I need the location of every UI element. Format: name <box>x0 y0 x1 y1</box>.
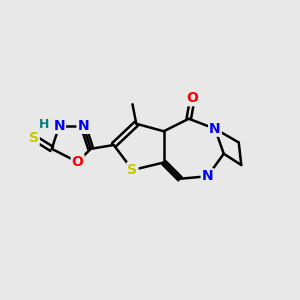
Text: H: H <box>39 118 50 131</box>
Text: S: S <box>128 163 137 177</box>
Text: O: O <box>187 91 198 105</box>
Text: S: S <box>29 130 39 145</box>
Text: N: N <box>209 122 221 136</box>
Text: N: N <box>77 119 89 133</box>
Text: N: N <box>53 119 65 133</box>
Text: N: N <box>202 169 213 183</box>
Text: O: O <box>72 155 83 169</box>
